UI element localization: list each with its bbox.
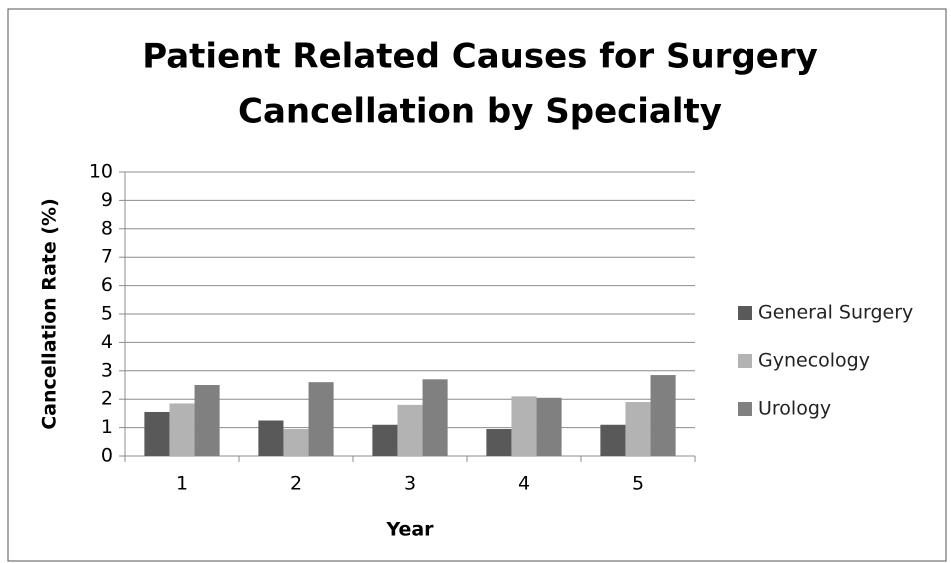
x-tick-label: 5 <box>632 473 644 495</box>
legend-swatch <box>738 402 752 416</box>
y-tick-label: 1 <box>101 416 113 438</box>
x-axis-title: Year <box>385 519 434 541</box>
legend-label: General Surgery <box>758 302 913 324</box>
bar <box>536 397 562 456</box>
bar <box>194 385 220 456</box>
bar <box>511 396 537 456</box>
y-tick-label: 3 <box>101 359 113 381</box>
bar <box>144 411 170 456</box>
bar <box>650 375 676 456</box>
bar <box>169 403 195 456</box>
y-tick-label: 10 <box>89 161 113 183</box>
y-tick-label: 6 <box>101 274 113 296</box>
bar <box>397 404 423 456</box>
x-tick-label: 4 <box>518 473 530 495</box>
y-axis-title: Cancellation Rate (%) <box>39 198 61 430</box>
y-tick-label: 8 <box>101 217 113 239</box>
bar <box>625 402 651 456</box>
y-tick-label: 7 <box>101 246 113 268</box>
bar <box>486 429 512 456</box>
bar <box>372 424 398 456</box>
bar <box>422 379 448 456</box>
bar <box>283 429 309 456</box>
bar <box>600 424 626 456</box>
bar <box>258 420 284 456</box>
legend-swatch <box>738 306 752 320</box>
legend-label: Gynecology <box>758 350 870 372</box>
legend-label: Urology <box>758 398 831 420</box>
y-tick-label: 2 <box>101 388 113 410</box>
x-tick-label: 1 <box>176 473 188 495</box>
y-tick-label: 5 <box>101 303 113 325</box>
chart-frame <box>7 8 947 562</box>
x-tick-label: 3 <box>404 473 416 495</box>
chart-title: Patient Related Causes for Surgery <box>142 37 818 77</box>
y-tick-label: 0 <box>101 445 113 467</box>
y-tick-label: 9 <box>101 189 113 211</box>
bar <box>308 382 334 456</box>
chart-title: Cancellation by Specialty <box>238 92 722 132</box>
legend-swatch <box>738 354 752 368</box>
y-tick-label: 4 <box>101 331 113 353</box>
x-tick-label: 2 <box>290 473 302 495</box>
